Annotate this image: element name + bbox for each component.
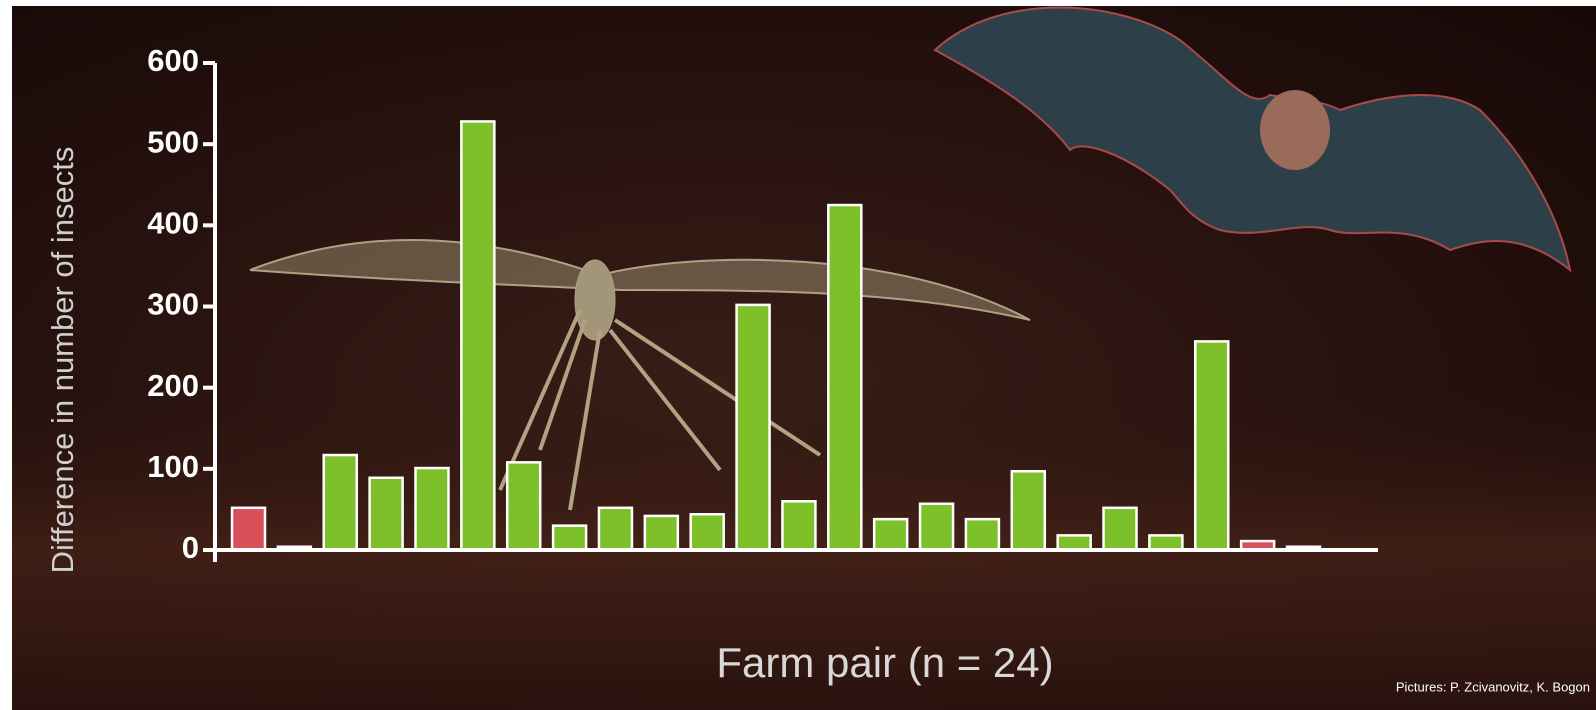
bar	[828, 205, 861, 550]
bar	[324, 455, 357, 550]
chart: 0 100 200 300 400 500 600 Difference in number…	[0, 0, 1596, 710]
bar	[461, 121, 494, 550]
y-tick-label: 100	[147, 449, 199, 484]
y-tick-label: 600	[147, 43, 199, 78]
bar	[1012, 471, 1045, 550]
bar	[920, 504, 953, 550]
bar	[874, 519, 907, 550]
y-tick-label: 200	[147, 368, 199, 403]
y-tick-label: 300	[147, 287, 199, 322]
y-tick-label: 500	[147, 124, 199, 159]
y-tick-label: 400	[147, 206, 199, 241]
y-axis-label: Difference in number of insects	[45, 147, 80, 574]
bar	[415, 468, 448, 550]
y-tick-label: 0	[182, 530, 199, 565]
bar	[370, 478, 403, 550]
bar	[507, 462, 540, 550]
bar	[1195, 341, 1228, 550]
x-axis-label: Farm pair (n = 24)	[716, 639, 1053, 686]
bar	[737, 305, 770, 550]
bar	[599, 508, 632, 550]
bar	[553, 526, 586, 550]
bar	[232, 508, 265, 550]
bar	[691, 514, 724, 550]
bar	[966, 519, 999, 550]
bar	[782, 501, 815, 550]
bar	[645, 516, 678, 550]
bar	[1149, 535, 1182, 550]
credit: Pictures: P. Zcivanovitz, K. Bogon	[1396, 679, 1590, 694]
bar	[1058, 535, 1091, 550]
bar	[1104, 508, 1137, 550]
